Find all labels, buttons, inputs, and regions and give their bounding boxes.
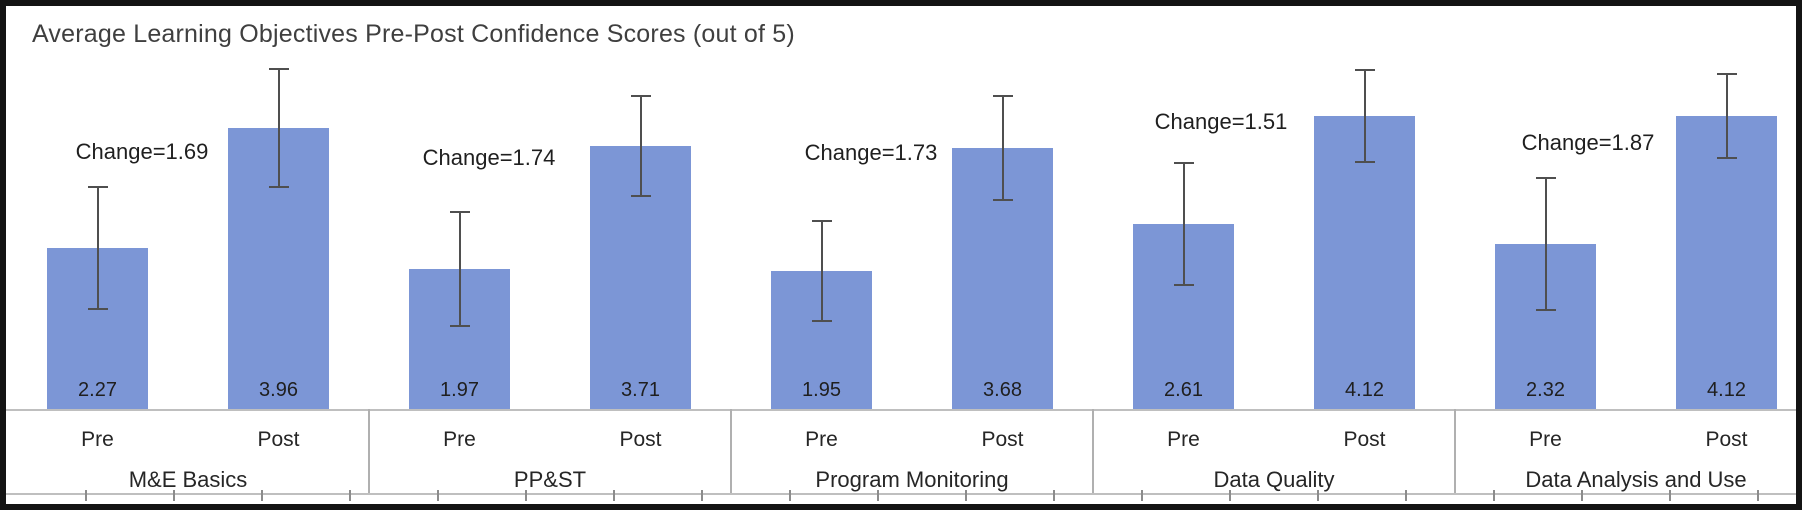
error-bar-cap-bottom — [1174, 284, 1194, 286]
tick-mark — [1405, 490, 1407, 501]
error-bar-line — [1183, 162, 1185, 286]
axis-sub-label: Pre — [805, 428, 838, 451]
error-bar-line — [640, 95, 642, 197]
group-divider — [368, 409, 370, 493]
axis-group-label: Data Analysis and Use — [1525, 467, 1747, 492]
group-divider — [1092, 409, 1094, 493]
bar-value-label: 4.12 — [1345, 379, 1384, 401]
bar-value-label: 3.71 — [621, 379, 660, 401]
error-bar-line — [278, 68, 280, 188]
error-bar-cap-top — [812, 220, 832, 222]
error-bar-line — [821, 220, 823, 322]
error-bar-line — [1364, 69, 1366, 163]
tick-mark — [1317, 490, 1319, 501]
change-annotation: Change=1.87 — [1521, 130, 1655, 155]
error-bar-cap-top — [993, 95, 1013, 97]
change-annotation: Change=1.73 — [804, 140, 938, 165]
bar-value-label: 4.12 — [1707, 379, 1746, 401]
tick-mark — [877, 490, 879, 501]
tick-mark — [789, 490, 791, 501]
group-divider — [1454, 409, 1456, 493]
tick-mark — [613, 490, 615, 501]
error-bar-cap-bottom — [812, 320, 832, 322]
axis-sub-label: Post — [619, 428, 662, 451]
error-bar-cap-top — [88, 186, 108, 188]
axis-sub-label: Pre — [81, 428, 114, 451]
axis-sub-label: Pre — [443, 428, 476, 451]
error-bar-cap-bottom — [269, 186, 289, 188]
bar-value-label: 1.95 — [802, 379, 841, 401]
tick-mark — [261, 490, 263, 501]
change-annotation: Change=1.74 — [422, 145, 556, 170]
error-bar-cap-bottom — [1536, 309, 1556, 311]
tick-mark — [1757, 490, 1759, 501]
error-bar-cap-top — [450, 211, 470, 213]
error-bar-cap-top — [631, 95, 651, 97]
bar-value-label: 1.97 — [440, 379, 479, 401]
error-bar-cap-top — [1536, 177, 1556, 179]
tick-mark — [1669, 490, 1671, 501]
error-bar-cap-top — [1717, 73, 1737, 75]
tick-mark — [1053, 490, 1055, 501]
axis-sub-label: Post — [257, 428, 300, 451]
axis-group-label: M&E Basics — [128, 467, 248, 492]
error-bar-line — [459, 211, 461, 327]
axis-sub-label: Post — [1705, 428, 1748, 451]
tick-mark — [1581, 490, 1583, 501]
axis-group-label: Program Monitoring — [815, 467, 1009, 492]
axis-sub-label: Pre — [1167, 428, 1200, 451]
tick-mark — [1493, 490, 1495, 501]
axis-group-label: Data Quality — [1213, 467, 1335, 492]
bar-value-label: 2.27 — [78, 379, 117, 401]
error-bar-cap-bottom — [1355, 161, 1375, 163]
category-axis-line — [6, 409, 1796, 411]
change-annotation: Change=1.69 — [75, 139, 209, 164]
error-bar-cap-bottom — [631, 195, 651, 197]
error-bar-cap-bottom — [993, 199, 1013, 201]
chart-title: Average Learning Objectives Pre-Post Con… — [32, 20, 795, 48]
axis-sub-label: Post — [981, 428, 1024, 451]
tick-mark — [1229, 490, 1231, 501]
bar-post — [1314, 116, 1415, 409]
axis-sub-label: Post — [1343, 428, 1386, 451]
bar-value-label: 3.96 — [259, 379, 298, 401]
error-bar-line — [1726, 73, 1728, 159]
axis-band-bottom-line — [6, 493, 1796, 495]
tick-mark — [701, 490, 703, 501]
axis-group-label: PP&ST — [513, 467, 587, 492]
error-bar-line — [1002, 95, 1004, 201]
error-bar-cap-bottom — [88, 308, 108, 310]
error-bar-line — [1545, 177, 1547, 311]
error-bar-cap-top — [269, 68, 289, 70]
error-bar-cap-bottom — [1717, 157, 1737, 159]
error-bar-cap-top — [1174, 162, 1194, 164]
change-annotation: Change=1.51 — [1154, 109, 1288, 134]
bar-value-label: 2.32 — [1526, 379, 1565, 401]
tick-mark — [965, 490, 967, 501]
tick-mark — [173, 490, 175, 501]
error-bar-cap-top — [1355, 69, 1375, 71]
bar-value-label: 2.61 — [1164, 379, 1203, 401]
bar-post — [1676, 116, 1777, 409]
bar-value-label: 3.68 — [983, 379, 1022, 401]
tick-mark — [525, 490, 527, 501]
tick-mark — [1141, 490, 1143, 501]
tick-mark — [437, 490, 439, 501]
error-bar-line — [97, 186, 99, 310]
axis-sub-label: Pre — [1529, 428, 1562, 451]
tick-mark — [349, 490, 351, 501]
tick-mark — [85, 490, 87, 501]
error-bar-cap-bottom — [450, 325, 470, 327]
group-divider — [730, 409, 732, 493]
